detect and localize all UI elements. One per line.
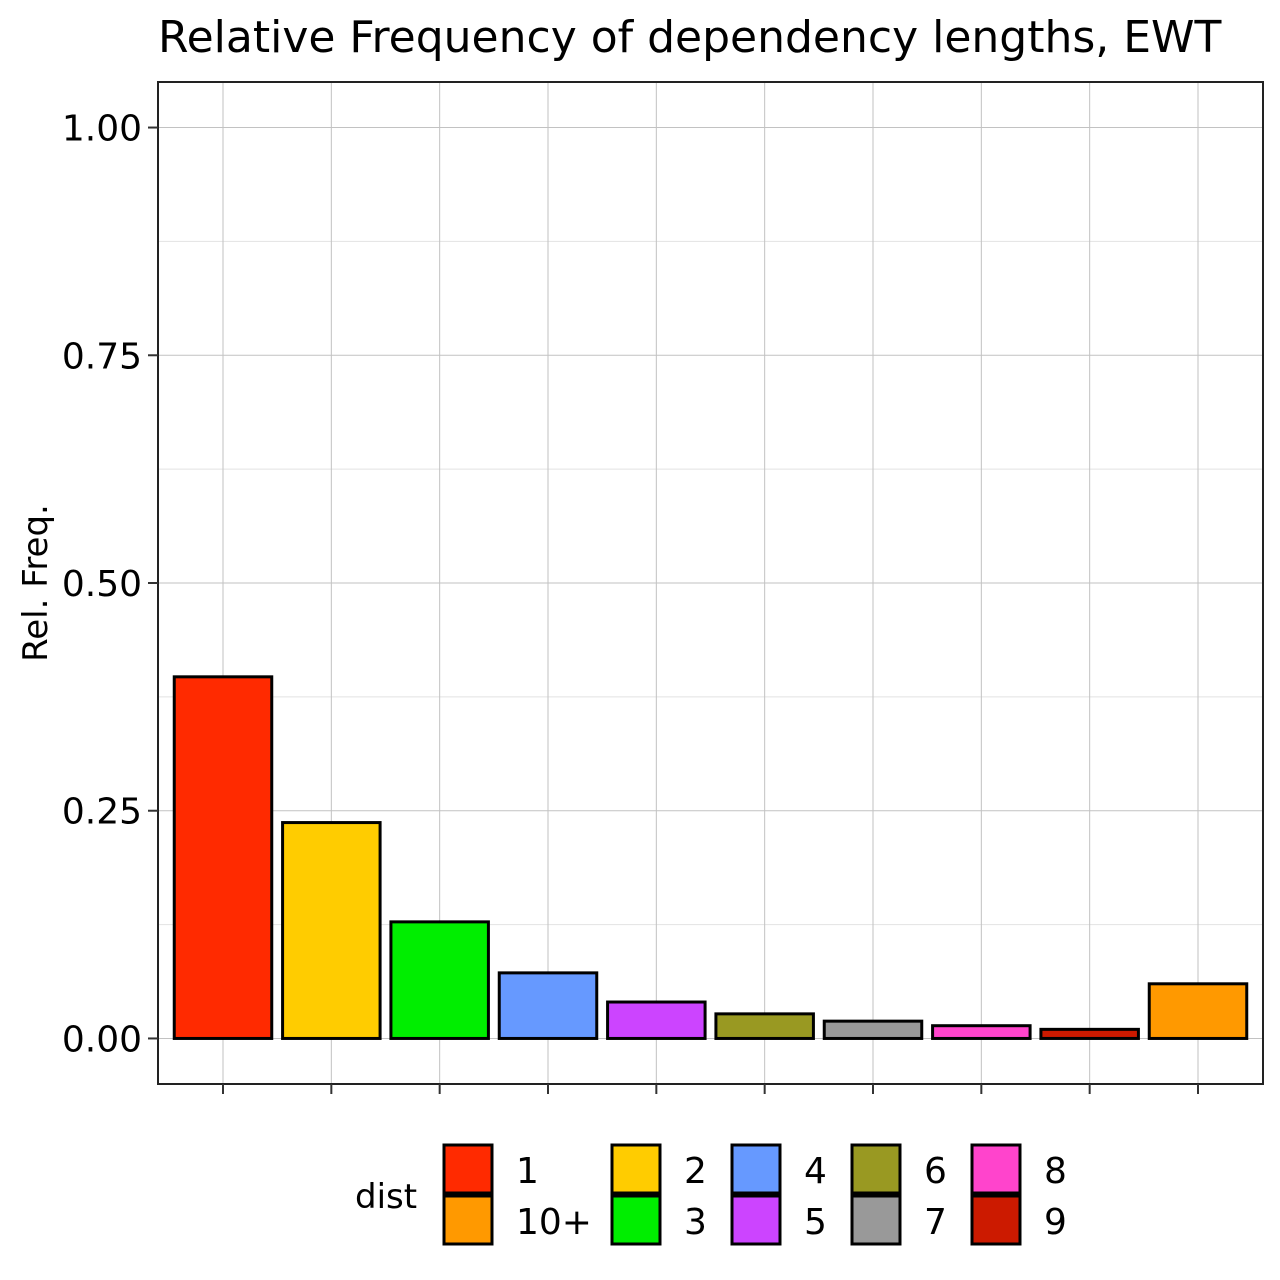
legend-label-4: 4	[804, 1151, 827, 1192]
legend-key-5	[730, 1194, 782, 1246]
y-axis-ticks: 0.00 0.25 0.50 0.75 1.00	[62, 109, 1199, 1094]
bar-7	[822, 1019, 924, 1040]
bar-3	[389, 920, 490, 1040]
bar-1	[172, 675, 274, 1040]
bar-5	[606, 1000, 707, 1040]
legend-label-2: 2	[684, 1151, 707, 1192]
legend-label-7: 7	[924, 1202, 947, 1243]
legend-key-2	[610, 1143, 662, 1195]
bar-8	[931, 1024, 1032, 1040]
plot-area	[157, 81, 1264, 1085]
legend-key-3	[610, 1194, 662, 1246]
legend-key-7	[850, 1194, 902, 1246]
y-tick-label: 0.25	[62, 792, 142, 833]
legend-label-1: 1	[516, 1151, 539, 1192]
legend-key-4	[730, 1143, 782, 1195]
y-tick-label: 0.00	[62, 1019, 142, 1060]
y-tick-label: 1.00	[62, 109, 142, 150]
y-tick-label: 0.50	[62, 564, 142, 605]
chart-title: Relative Frequency of dependency lengths…	[158, 12, 1222, 63]
y-tick-label: 0.75	[62, 336, 142, 377]
legend-key-9	[970, 1194, 1022, 1246]
legend-label-5: 5	[804, 1202, 827, 1243]
y-axis-title: Rel. Freq.	[16, 504, 56, 662]
bar-4	[497, 971, 599, 1040]
legend-key-8	[970, 1143, 1022, 1195]
legend-label-3: 3	[684, 1202, 707, 1243]
legend-key-10+	[442, 1194, 494, 1246]
legend: dist 1 10+ 2 3 4 5 6 7 8 9	[355, 1143, 1067, 1246]
legend-label-9: 9	[1044, 1202, 1067, 1243]
legend-key-6	[850, 1143, 902, 1195]
legend-key-1	[442, 1143, 494, 1195]
bar-6	[714, 1012, 815, 1040]
bar-10+	[1147, 982, 1249, 1040]
legend-title: dist	[355, 1177, 417, 1217]
legend-label-10+: 10+	[516, 1202, 592, 1243]
legend-label-6: 6	[924, 1151, 947, 1192]
legend-label-8: 8	[1044, 1151, 1067, 1192]
bar-9	[1039, 1027, 1140, 1040]
bar-2	[281, 821, 382, 1040]
